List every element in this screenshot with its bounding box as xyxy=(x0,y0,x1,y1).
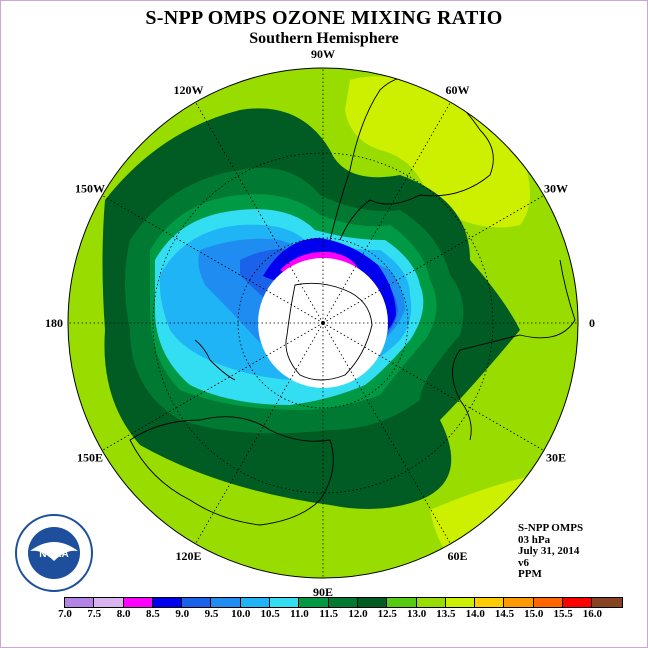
info-units: PPM xyxy=(518,568,542,580)
colorbar-label: 13.5 xyxy=(436,608,456,620)
meridian-line xyxy=(195,322,324,545)
info-date: July 31, 2014 xyxy=(518,545,580,557)
australia-coast xyxy=(129,416,334,526)
longitude-label: 150E xyxy=(77,451,103,465)
colorbar-label: 16.0 xyxy=(582,608,603,620)
map-subtitle: Southern Hemisphere xyxy=(249,30,399,47)
colorbar-label: 8.0 xyxy=(116,608,131,620)
meridian-line xyxy=(101,195,324,324)
dataset-info: S-NPP OMPS 03 hPa July 31, 2014 v6 PPM xyxy=(518,522,584,581)
colorbar-swatch xyxy=(563,598,593,607)
south-pole-marker xyxy=(321,321,325,325)
colorbar-swatch xyxy=(416,598,446,607)
longitude-label: 60E xyxy=(447,549,467,563)
colorbar-swatch xyxy=(592,598,622,607)
colorbar-swatch xyxy=(357,598,388,607)
colorbar-swatch xyxy=(240,598,271,607)
colorbar-swatch xyxy=(94,598,124,607)
colorbar-label: 10.0 xyxy=(231,608,251,620)
colorbar-label: 10.5 xyxy=(260,608,280,620)
meridian-line xyxy=(322,101,451,324)
contour-13.0-north xyxy=(345,76,530,228)
longitude-label: 0 xyxy=(589,316,595,330)
colorbar-label: 11.0 xyxy=(290,608,309,620)
colorbar-label: 13.0 xyxy=(406,608,427,620)
longitude-label: 90E xyxy=(313,585,333,599)
longitude-label: 30E xyxy=(546,451,566,465)
longitude-label: 120E xyxy=(175,549,201,563)
coastlines xyxy=(129,76,576,526)
south-america-coast xyxy=(329,76,494,241)
colorbar-label: 15.0 xyxy=(524,608,544,620)
colorbar xyxy=(64,597,623,608)
colorbar-label: 12.0 xyxy=(348,608,368,620)
colorbar-label: 7.5 xyxy=(87,608,102,620)
colorbar-swatch xyxy=(182,598,212,607)
africa-coast xyxy=(452,259,576,441)
colorbar-label: 12.5 xyxy=(377,608,397,620)
colorbar-swatch xyxy=(65,598,95,607)
longitude-label: 150W xyxy=(75,182,105,196)
colorbar-swatch xyxy=(123,598,153,607)
longitude-label: 180 xyxy=(45,316,63,330)
info-version: v6 xyxy=(518,556,529,569)
ozone-field xyxy=(68,68,578,578)
colorbar-label: 9.0 xyxy=(175,608,190,620)
meridian-line xyxy=(101,322,324,451)
colorbar-labels: 7.0 7.5 8.0 8.5 9.0 9.5 10.0 10.5 11.0 11.5 12.0 12… xyxy=(0,608,648,622)
antarctica-coast xyxy=(285,282,373,381)
colorbar-label: 14.0 xyxy=(465,608,485,620)
colorbar-swatch xyxy=(211,598,241,607)
graticule xyxy=(68,68,578,578)
longitude-label: 90W xyxy=(311,47,335,61)
colorbar-swatch xyxy=(504,598,534,607)
longitude-label: 30W xyxy=(544,182,568,196)
meridian-line xyxy=(322,322,451,545)
parallel-60s xyxy=(152,152,494,494)
noaa-logo-text: NOAA xyxy=(39,549,68,560)
colorbar-label: 11.5 xyxy=(319,608,339,620)
globe-outline xyxy=(67,67,579,579)
colorbar-swatch xyxy=(328,598,358,607)
colorbar-swatch xyxy=(475,598,505,607)
colorbar-label: 8.5 xyxy=(146,608,160,620)
info-instrument: S-NPP OMPS xyxy=(518,522,584,534)
colorbar-swatch xyxy=(299,598,329,607)
new-zealand-coast xyxy=(194,339,236,381)
colorbar-label: 7.0 xyxy=(58,608,72,620)
longitude-labels: 90W 60W 30W 0 30E 60E 90E 120E 150E 180 150W 120W xyxy=(45,47,595,599)
colorbar-swatch xyxy=(152,598,183,607)
longitude-label: 120W xyxy=(174,83,204,97)
longitude-label: 60W xyxy=(446,83,470,97)
colorbar-label: 9.5 xyxy=(204,608,219,620)
colorbar-swatch xyxy=(387,598,417,607)
colorbar-swatch xyxy=(533,598,564,607)
colorbar-label: 15.5 xyxy=(553,608,573,620)
meridian-line xyxy=(322,195,545,324)
colorbar-label: 14.5 xyxy=(494,608,515,620)
colorbar-swatch xyxy=(270,598,300,607)
info-level: 03 hPa xyxy=(518,533,551,546)
map-title: S-NPP OMPS OZONE MIXING RATIO xyxy=(145,7,503,29)
colorbar-swatch xyxy=(445,598,476,607)
meridian-line xyxy=(322,322,545,451)
noaa-logo: NOAA xyxy=(14,513,94,593)
meridian-line xyxy=(195,101,324,324)
